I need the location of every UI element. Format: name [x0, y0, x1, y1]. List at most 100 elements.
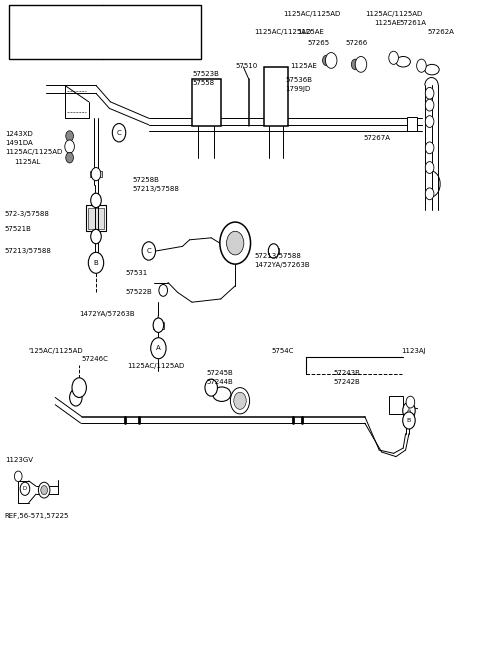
Ellipse shape [396, 57, 410, 67]
Bar [389, 396, 403, 414]
Circle shape [91, 229, 101, 244]
Bar [9, 5, 201, 59]
Text: 57243B: 57243B [334, 370, 360, 376]
Bar [86, 205, 106, 231]
Circle shape [41, 486, 48, 495]
Circle shape [14, 471, 22, 482]
Circle shape [425, 188, 434, 200]
Circle shape [403, 412, 415, 429]
Text: 1472YA/57263B: 1472YA/57263B [254, 262, 310, 269]
Text: (-940221): (-940221) [107, 12, 146, 21]
Text: 1311GA: 1311GA [107, 24, 137, 34]
Text: 1123AJ: 1123AJ [401, 348, 426, 354]
Circle shape [220, 222, 251, 264]
Text: 5754C: 5754C [271, 348, 294, 354]
Text: 57271: 57271 [12, 41, 36, 51]
Circle shape [142, 242, 156, 260]
Text: C: C [117, 129, 121, 136]
Bar [153, 322, 164, 328]
Circle shape [234, 392, 246, 409]
Circle shape [164, 20, 172, 32]
Text: 57213/57588: 57213/57588 [5, 248, 52, 254]
Circle shape [351, 59, 359, 70]
Text: 1125AC/1125AD: 1125AC/1125AD [283, 11, 340, 18]
Text: 1491DA: 1491DA [5, 140, 33, 147]
Circle shape [88, 252, 104, 273]
Text: 57258B: 57258B [132, 177, 159, 183]
Text: 57523B: 57523B [192, 71, 219, 78]
Text: D: D [23, 486, 27, 491]
Text: C: C [146, 248, 151, 254]
Circle shape [230, 388, 250, 414]
Text: 57213/57588: 57213/57588 [254, 253, 301, 260]
Ellipse shape [213, 387, 231, 401]
Text: B: B [407, 418, 411, 423]
Text: '125AC/1125AD: '125AC/1125AD [29, 348, 84, 354]
Bar [90, 171, 102, 177]
Text: 57266: 57266 [346, 39, 368, 46]
Circle shape [153, 318, 164, 332]
Text: 1123GV: 1123GV [5, 457, 33, 463]
Circle shape [205, 379, 217, 396]
Circle shape [425, 99, 434, 111]
Bar [407, 117, 417, 131]
Text: A: A [407, 408, 411, 413]
Text: 1360GJ: 1360GJ [107, 41, 134, 51]
Text: 1125AE: 1125AE [290, 62, 317, 69]
Text: 1125AE: 1125AE [298, 28, 324, 35]
Circle shape [323, 55, 330, 66]
Circle shape [38, 482, 50, 498]
Circle shape [66, 131, 73, 141]
Circle shape [325, 53, 337, 68]
Circle shape [70, 389, 82, 406]
Text: 57273: 57273 [12, 24, 37, 34]
Text: 1125AC/1125AD: 1125AC/1125AD [254, 28, 312, 35]
Text: 572-3/57588: 572-3/57588 [5, 210, 49, 217]
Text: 57521B: 57521B [5, 226, 32, 233]
Circle shape [65, 140, 74, 153]
Text: 57246C: 57246C [82, 355, 108, 362]
Text: B: B [94, 260, 98, 266]
Circle shape [403, 402, 415, 419]
Text: 57531: 57531 [126, 270, 148, 277]
Text: 57244B: 57244B [206, 378, 233, 385]
Text: 1799JD: 1799JD [286, 86, 311, 93]
Text: 57213/57588: 57213/57588 [132, 186, 179, 193]
Bar [268, 248, 279, 254]
Text: 1125AC/1125AD: 1125AC/1125AD [127, 363, 184, 369]
Circle shape [91, 193, 101, 208]
Text: 57510: 57510 [235, 62, 257, 69]
Circle shape [268, 244, 279, 258]
Circle shape [159, 284, 168, 296]
Circle shape [406, 396, 415, 408]
Bar [192, 79, 221, 126]
Text: 1125AE: 1125AE [374, 20, 401, 26]
Circle shape [425, 162, 434, 173]
Text: 1125AC/1125AD: 1125AC/1125AD [5, 149, 62, 156]
Text: 57558: 57558 [192, 80, 214, 87]
Bar [88, 208, 104, 229]
Text: 57265: 57265 [307, 39, 329, 46]
Text: A: A [156, 345, 161, 351]
Circle shape [425, 116, 434, 127]
Text: 57245B: 57245B [206, 370, 233, 376]
Text: 57536B: 57536B [286, 77, 312, 83]
Circle shape [389, 51, 398, 64]
Text: 57522B: 57522B [126, 288, 153, 295]
Circle shape [164, 37, 172, 49]
Circle shape [425, 87, 434, 99]
Circle shape [72, 378, 86, 397]
Circle shape [227, 231, 244, 255]
Circle shape [112, 124, 126, 142]
Text: 57261A: 57261A [399, 20, 426, 26]
Text: 1472YA/57263B: 1472YA/57263B [79, 311, 135, 317]
Text: 57242B: 57242B [334, 378, 360, 385]
Ellipse shape [72, 39, 86, 47]
Circle shape [417, 59, 426, 72]
Text: (940221-): (940221-) [12, 12, 52, 21]
Text: REF,56-571,57225: REF,56-571,57225 [5, 512, 69, 519]
Ellipse shape [425, 64, 439, 75]
Circle shape [84, 16, 92, 26]
Circle shape [20, 482, 30, 495]
Bar [264, 67, 288, 126]
